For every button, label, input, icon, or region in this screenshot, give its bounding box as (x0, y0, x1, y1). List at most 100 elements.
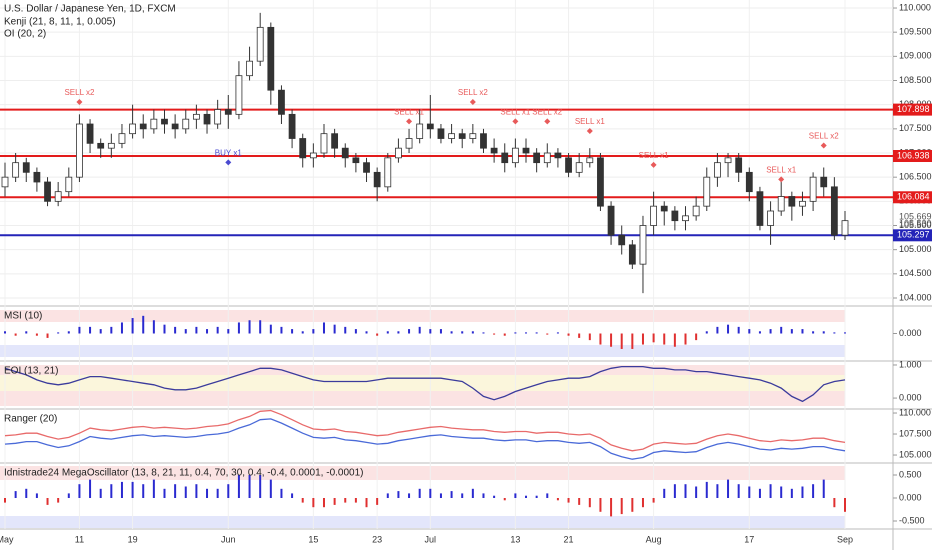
bar (737, 326, 740, 334)
bar (599, 333, 602, 345)
candle-body (267, 26, 275, 91)
panel-title: Idnistrade24 MegaOscillator (13, 8, 21, … (4, 468, 363, 479)
bar (812, 484, 815, 499)
signal-label: SELL x2 (458, 88, 488, 97)
candle-body (426, 123, 434, 130)
candle-body (12, 162, 20, 178)
bar (780, 486, 783, 499)
bar (705, 481, 708, 499)
bar (780, 326, 783, 334)
bar (727, 479, 730, 499)
bar (4, 498, 6, 503)
signal-marker (586, 128, 593, 135)
bar (450, 491, 453, 499)
bar (46, 333, 49, 338)
bar (312, 329, 315, 334)
bar (652, 333, 655, 343)
bar (748, 329, 751, 334)
bar (758, 488, 761, 499)
bar (344, 498, 347, 503)
candle-body (44, 181, 51, 202)
bar (237, 322, 240, 334)
candle-body (107, 142, 115, 149)
bar (439, 493, 442, 499)
candle-body (405, 138, 413, 149)
candle-body (628, 244, 636, 265)
bar (482, 493, 485, 499)
bar (833, 332, 836, 334)
bar (546, 333, 549, 335)
chart-title: U.S. Dollar / Japanese Yen, 1D, FXCM (4, 4, 176, 15)
bar (578, 333, 581, 338)
bar (195, 484, 198, 499)
line (4, 365, 846, 403)
x-tick-label: 13 (510, 534, 520, 544)
y-tick-label: 0.500 (899, 469, 922, 479)
candle-body (586, 157, 594, 164)
bar (567, 498, 570, 503)
candle-body (235, 75, 243, 115)
bar (801, 329, 804, 334)
bar (35, 333, 38, 336)
bar (216, 488, 219, 499)
level-label-box (893, 229, 932, 242)
price-label: 105.530 (899, 218, 932, 228)
candle-body (182, 118, 190, 130)
signal-marker (406, 118, 413, 125)
y-tick-label: 108.500 (899, 75, 932, 85)
candle-body (575, 162, 583, 173)
bar (322, 322, 325, 334)
bar (397, 331, 400, 334)
candle-body (341, 147, 349, 159)
bar (525, 332, 528, 334)
candle-body (554, 152, 562, 159)
candle-body (799, 200, 806, 207)
bar (110, 484, 113, 499)
bar (78, 326, 81, 334)
bar (163, 324, 166, 334)
mid-band (0, 375, 845, 391)
price-label: 105.669 (899, 212, 932, 222)
candle-body (395, 147, 402, 159)
bar (418, 488, 421, 499)
x-tick-label: 17 (744, 534, 754, 544)
bar (174, 484, 177, 499)
bar (216, 326, 219, 334)
bar (684, 484, 687, 499)
bar (769, 329, 772, 334)
bar (471, 331, 474, 334)
bar (184, 329, 187, 334)
bar (227, 329, 230, 334)
bar (4, 331, 6, 334)
bar (46, 498, 49, 505)
y-tick-label: 105.500 (899, 220, 932, 230)
bar (365, 331, 368, 334)
bar (280, 488, 283, 499)
candle-body (639, 225, 647, 265)
bar (610, 333, 613, 347)
bar (163, 488, 166, 499)
candle-body (830, 186, 838, 236)
bar (705, 331, 708, 334)
candle-body (607, 205, 615, 236)
candle-body (703, 176, 711, 207)
bar (408, 493, 411, 499)
bar (291, 493, 294, 499)
bar (120, 481, 123, 499)
x-tick-label: 15 (308, 534, 318, 544)
y-tick-label: 110.000 (899, 407, 931, 417)
bar (631, 333, 634, 349)
signal-label: SELL x2 (809, 132, 839, 141)
bar (493, 333, 496, 335)
bar (269, 479, 272, 499)
bar (280, 326, 283, 334)
candle-body (320, 133, 328, 154)
candle-body (246, 60, 253, 77)
bar (57, 332, 60, 334)
bar (322, 498, 325, 508)
x-tick-label: 21 (564, 534, 574, 544)
indicator-label: Kenji (21, 8, 11, 1, 0.005) (4, 17, 116, 28)
bar (556, 332, 559, 334)
